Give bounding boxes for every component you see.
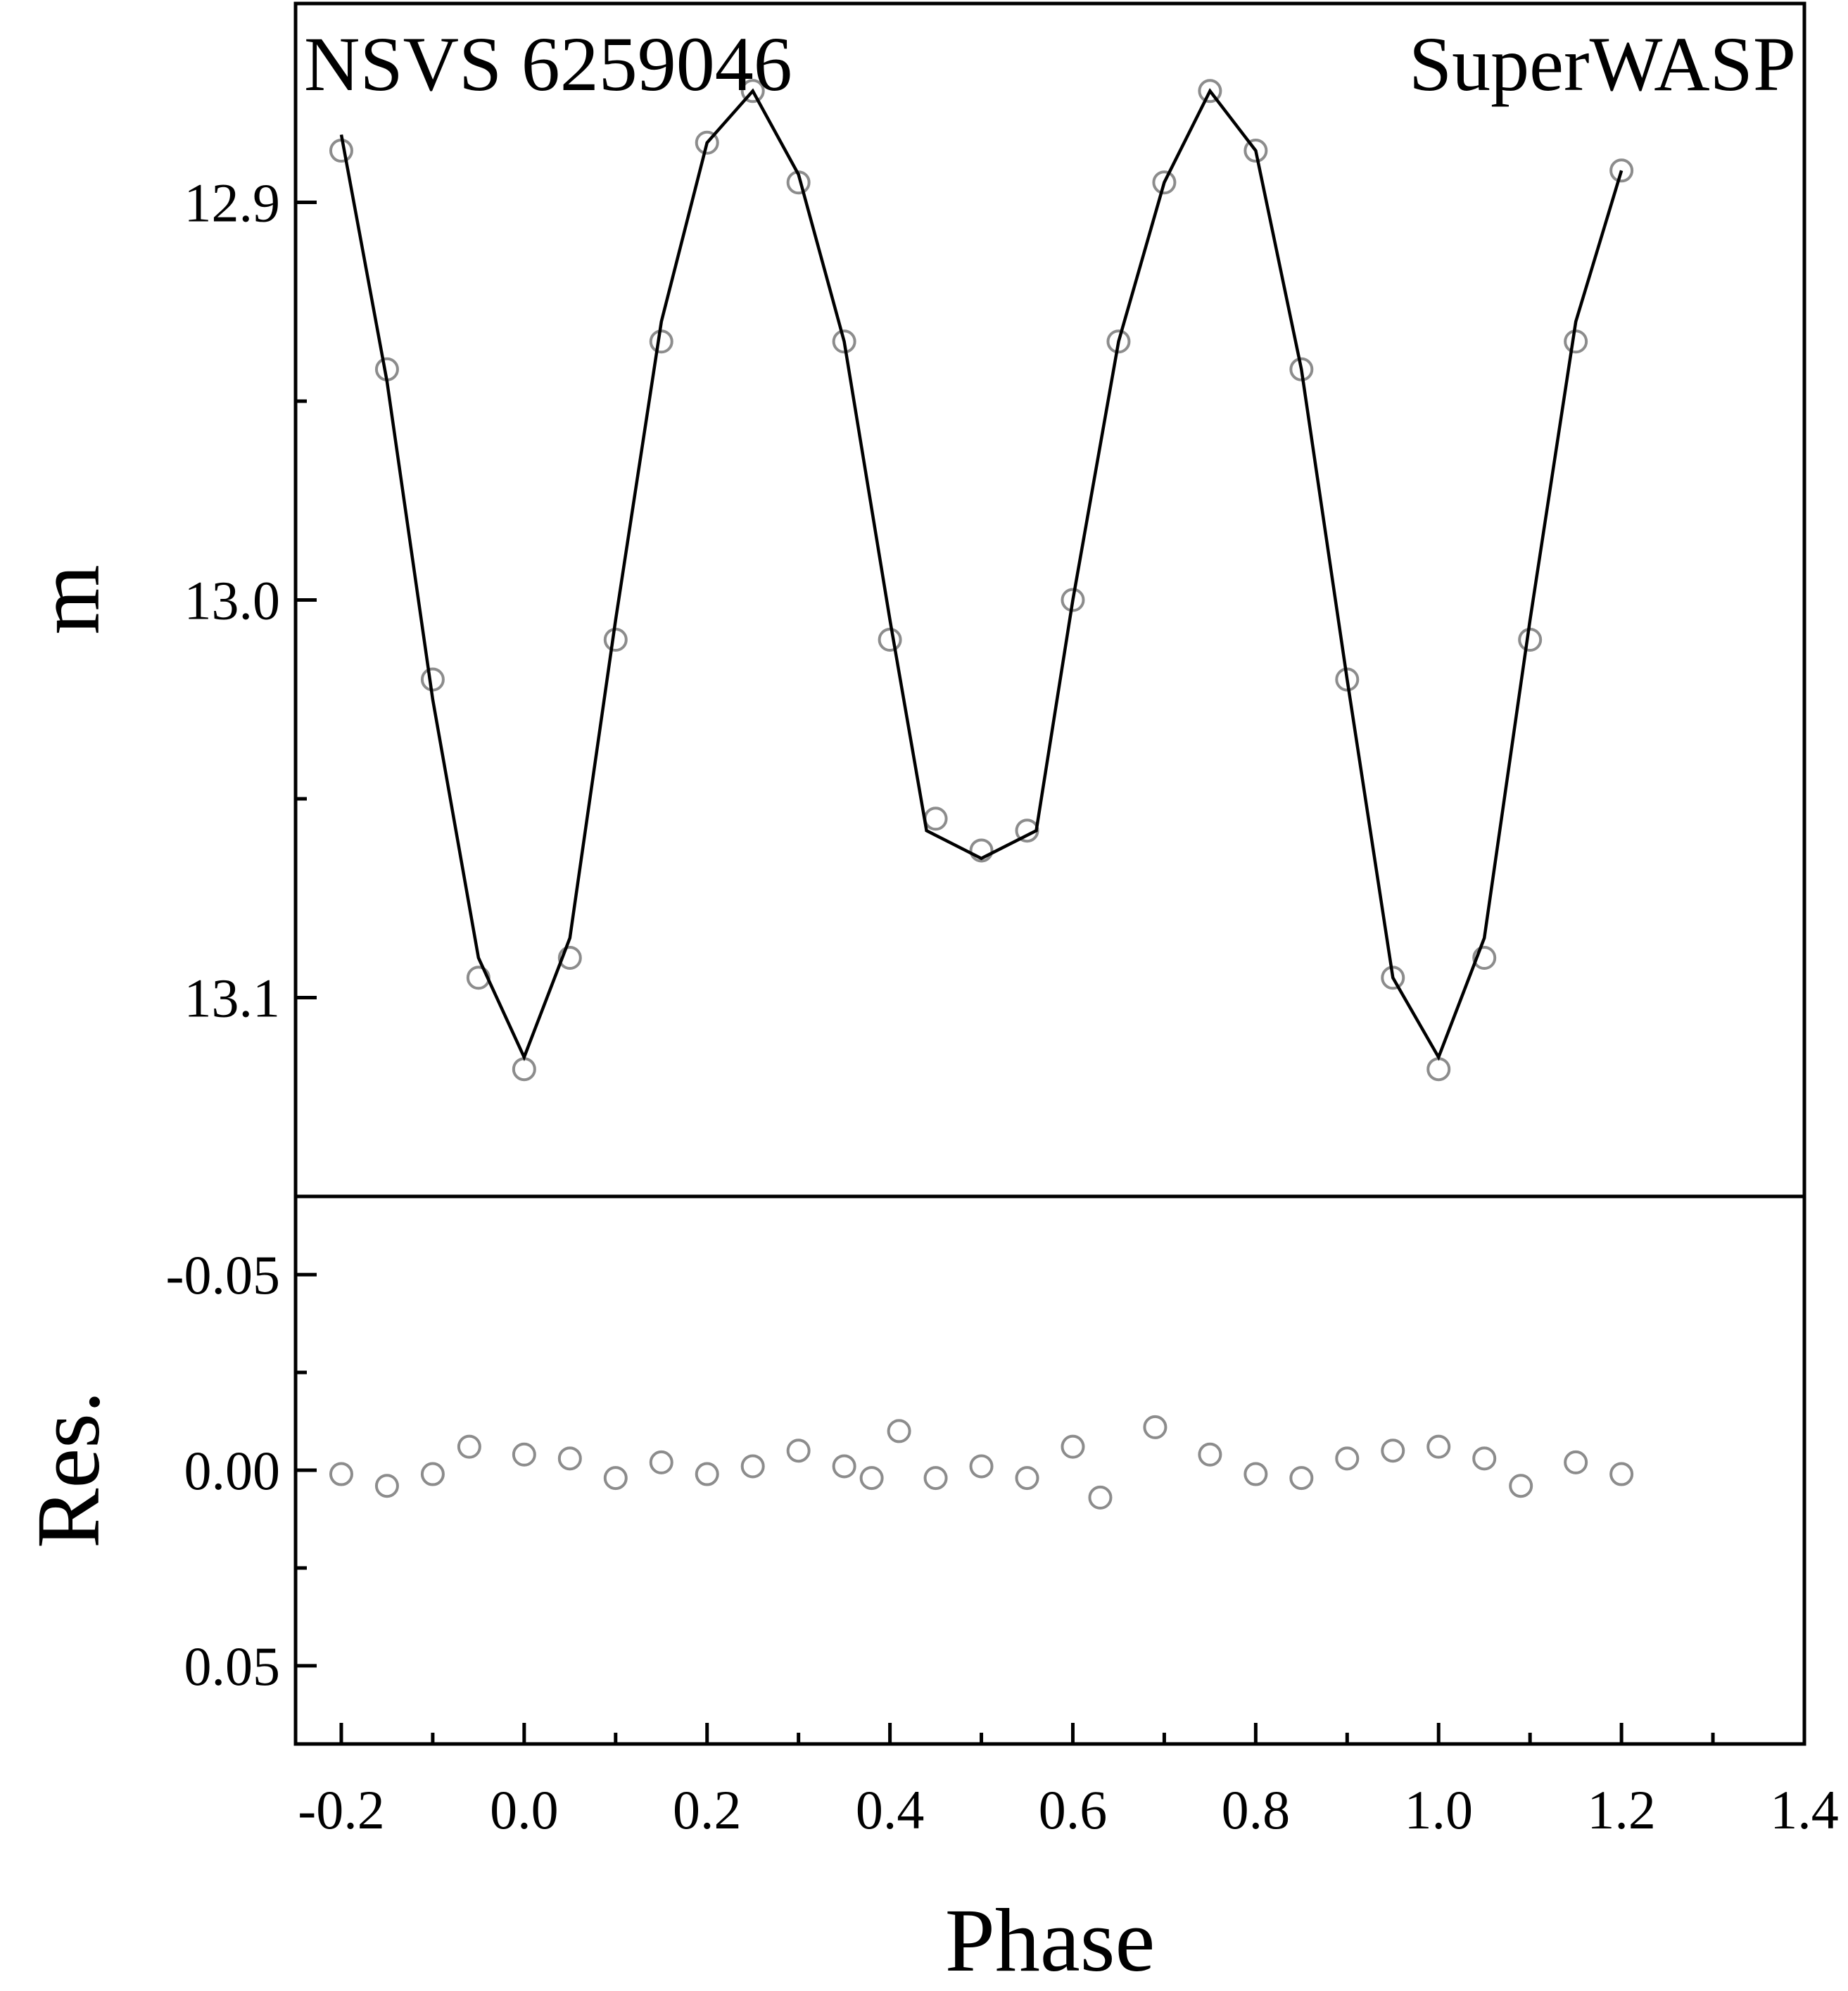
residual-point	[1426, 1434, 1451, 1459]
observed-point	[1426, 1057, 1451, 1082]
x-tick-label: 0.4	[856, 1779, 925, 1840]
residual-point	[887, 1419, 911, 1443]
y-tick-label: 13.1	[184, 968, 281, 1029]
residual-point	[420, 1462, 445, 1486]
residual-point	[1289, 1466, 1314, 1491]
residual-point	[969, 1454, 994, 1479]
residual-point	[740, 1454, 765, 1479]
residual-point	[786, 1439, 811, 1463]
residual-point	[1609, 1462, 1634, 1486]
x-tick-label: 0.0	[490, 1779, 559, 1840]
y-axis-label-top: m	[18, 564, 118, 635]
x-tick-label: 0.6	[1039, 1779, 1108, 1840]
axis-tick-labels: 12.9 13.0 13.1 -0.05 0.00 0.05 -0.2 0.0 0.2 0.4 0.…	[166, 172, 1839, 1841]
residual-points	[329, 1415, 1634, 1510]
y-tick-label: -0.05	[166, 1244, 280, 1306]
axis-ticks	[296, 201, 1806, 1744]
y-axis-label-bottom: Res.	[18, 1391, 118, 1548]
residual-point	[374, 1474, 399, 1498]
observed-point	[740, 79, 765, 103]
residual-point	[832, 1454, 856, 1479]
x-tick-label: 1.0	[1404, 1779, 1473, 1840]
observed-point	[1472, 946, 1497, 970]
observed-point	[420, 667, 445, 692]
residual-point	[512, 1442, 536, 1467]
light-curve-points	[329, 79, 1634, 1082]
observed-point	[832, 329, 856, 354]
residual-point	[695, 1462, 719, 1486]
observed-point	[878, 628, 902, 652]
observed-point	[512, 1057, 536, 1082]
residual-point	[1335, 1446, 1360, 1471]
x-tick-label: -0.2	[298, 1779, 384, 1840]
x-axis-label: Phase	[945, 1890, 1156, 1990]
y-tick-label: 12.9	[184, 172, 281, 234]
y-tick-label: 0.05	[184, 1636, 281, 1697]
x-tick-label: 1.4	[1770, 1779, 1839, 1840]
y-tick-label: 0.00	[184, 1440, 281, 1501]
observed-point	[969, 838, 994, 863]
object-name-label: NSVS 6259046	[304, 21, 792, 107]
residual-point	[1243, 1462, 1268, 1486]
residual-point	[923, 1466, 948, 1491]
residual-point	[1381, 1439, 1405, 1463]
model-curve	[339, 88, 1624, 1061]
observed-point	[1609, 158, 1634, 183]
survey-label: SuperWASP	[1409, 21, 1796, 107]
observed-point	[1198, 79, 1222, 103]
observed-point	[1061, 588, 1085, 612]
observed-point	[1381, 966, 1405, 990]
residual-point	[859, 1466, 884, 1491]
observed-point	[649, 329, 673, 354]
observed-point	[1106, 329, 1131, 354]
y-tick-label: 13.0	[184, 570, 281, 631]
residual-point	[1472, 1446, 1497, 1471]
residual-point	[1143, 1415, 1167, 1439]
x-tick-label: 0.8	[1222, 1779, 1291, 1840]
plot-frame	[293, 1, 1806, 1746]
residual-point	[1088, 1485, 1113, 1510]
residual-point	[457, 1434, 481, 1459]
residual-point	[329, 1462, 353, 1486]
residual-point	[649, 1450, 673, 1474]
x-tick-label: 0.2	[673, 1779, 742, 1840]
observed-point	[1152, 170, 1177, 195]
residual-point	[1509, 1474, 1533, 1498]
observed-point	[603, 628, 628, 652]
observed-point	[557, 946, 582, 970]
residual-point	[1564, 1450, 1588, 1474]
x-tick-label: 1.2	[1587, 1779, 1656, 1840]
residual-point	[557, 1446, 582, 1471]
observed-point	[1518, 628, 1543, 652]
observed-point	[1243, 139, 1268, 163]
observed-point	[695, 130, 719, 155]
observed-point	[1564, 329, 1588, 354]
residual-point	[1015, 1466, 1039, 1491]
residual-point	[603, 1466, 628, 1491]
residual-point	[1061, 1434, 1085, 1459]
residual-point	[1198, 1442, 1222, 1467]
observed-point	[923, 807, 948, 831]
